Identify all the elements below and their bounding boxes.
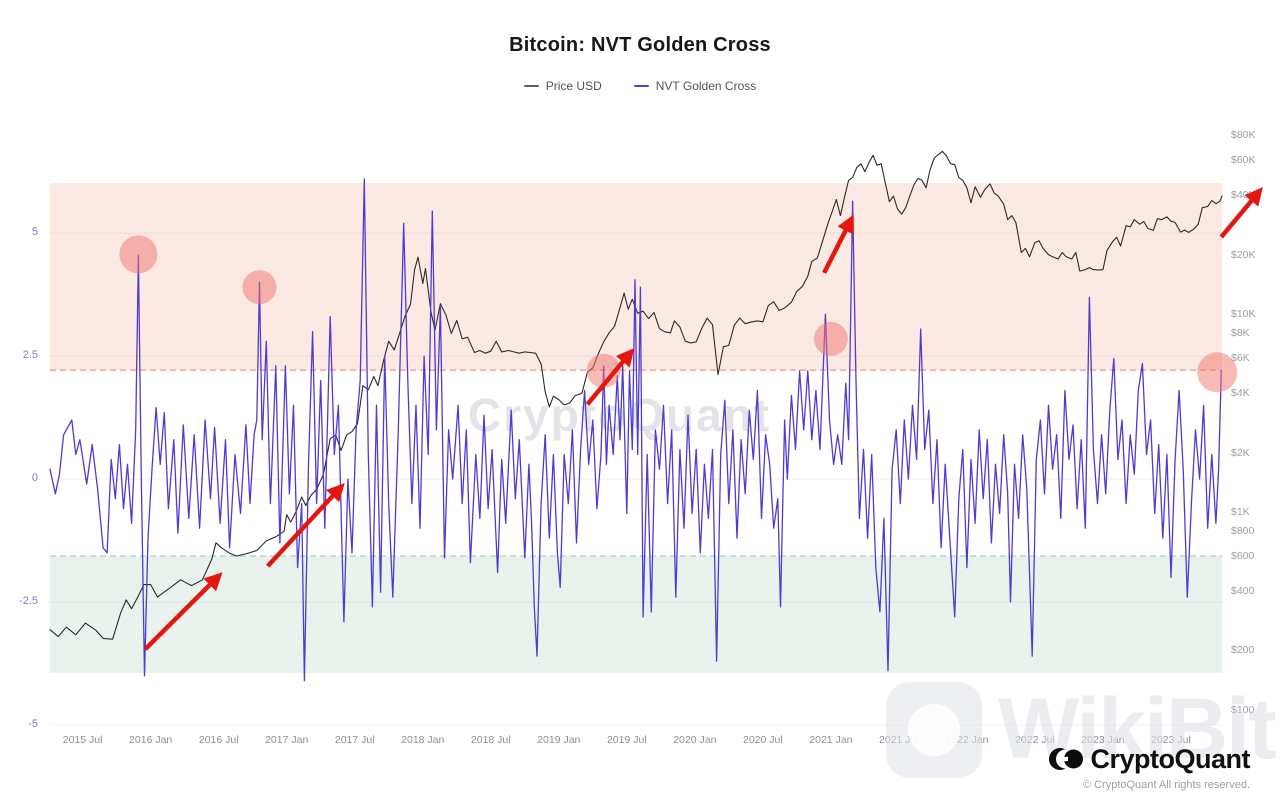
price-axis-tick-label: $10K: [1231, 308, 1256, 321]
highlight-circle: [586, 353, 621, 388]
price-axis-tick-label: $800: [1231, 525, 1255, 538]
trend-arrow: [266, 482, 345, 568]
price-axis-tick-label: $8K: [1231, 327, 1250, 340]
highlight-circle: [813, 321, 848, 356]
nvt-axis-tick-label: 5: [31, 226, 38, 239]
nvt-axis-tick-label: 2.5: [22, 349, 38, 362]
footer-copyright: © CryptoQuant All rights reserved.: [1082, 779, 1250, 791]
x-axis-tick-label: 2022 Jul: [1015, 734, 1055, 746]
nvt-axis-tick-label: -2.5: [19, 595, 38, 608]
price-line-swatch-icon: [523, 84, 539, 88]
x-axis-tick-label: 2018 Jan: [401, 734, 445, 746]
trend-arrow: [822, 214, 854, 274]
price-axis-tick-label: $40K: [1231, 189, 1256, 202]
x-axis-tick-label: 2023 Jan: [1081, 734, 1125, 746]
price-axis-tick-label: $80K: [1231, 129, 1256, 142]
legend: Price USD NVT Golden Cross: [0, 79, 1280, 93]
x-axis-tick-label: 2015 Jul: [62, 734, 103, 746]
cryptoquant-logo-icon: [1048, 748, 1083, 770]
opportunity-zone: [50, 556, 1222, 673]
price-axis-tick-label: $200: [1231, 644, 1255, 657]
price-axis-tick-label: $600: [1231, 550, 1255, 562]
legend-label-nvt: NVT Golden Cross: [655, 79, 757, 93]
x-axis-tick-label: 2019 Jul: [606, 734, 647, 746]
x-axis-tick-label: 2017 Jul: [334, 734, 375, 746]
x-axis-tick-label: 2020 Jul: [742, 734, 783, 746]
price-axis-tick-label: $4K: [1231, 386, 1250, 399]
wikibit-logo-icon: [886, 681, 982, 778]
x-axis-tick-label: 2021 Jul: [879, 734, 919, 746]
highlight-circle: [119, 235, 158, 274]
price-axis-tick-label: $100: [1231, 704, 1255, 716]
x-axis-tick-label: 2020 Jan: [673, 734, 717, 746]
footer-brand-name: CryptoQuant: [1090, 743, 1251, 774]
price-axis-tick-label: $1K: [1231, 506, 1250, 519]
x-axis-tick-label: 2023 Jul: [1151, 734, 1191, 746]
price-axis-tick-label: $2K: [1231, 446, 1250, 459]
cryptoquant-watermark: CryptoQuant: [468, 389, 772, 441]
x-axis-tick-label: 2022 Jan: [945, 734, 989, 746]
legend-item-nvt: NVT Golden Cross: [633, 79, 757, 93]
trend-arrow: [143, 572, 223, 651]
price-axis-tick-label: $20K: [1231, 248, 1256, 261]
overheated-zone: [50, 183, 1222, 371]
highlight-circle: [242, 270, 277, 305]
x-axis-tick-label: 2018 Jul: [470, 734, 511, 746]
x-axis-tick-label: 2021 Jan: [809, 734, 853, 746]
legend-label-price: Price USD: [545, 79, 602, 93]
legend-item-price: Price USD: [523, 79, 602, 93]
brand-row: CryptoQuant: [1048, 742, 1251, 776]
price-axis-tick-label: $6K: [1231, 352, 1250, 365]
x-axis-tick-label: 2016 Jan: [129, 734, 173, 746]
x-axis-tick-label: 2017 Jan: [265, 734, 309, 746]
page-title: Bitcoin: NVT Golden Cross: [509, 34, 771, 56]
price-axis-tick-label: $60K: [1231, 154, 1256, 167]
nvt-line-swatch-icon: [633, 84, 649, 88]
nvt-axis-tick-label: 0: [31, 472, 38, 485]
footer-brand: CryptoQuant © CryptoQuant All rights res…: [1048, 742, 1251, 791]
nvt-axis-tick-label: -5: [28, 718, 38, 730]
x-axis-tick-label: 2016 Jul: [198, 734, 239, 746]
x-axis-tick-label: 2019 Jan: [537, 734, 581, 746]
price-axis-tick-label: $400: [1231, 584, 1255, 597]
